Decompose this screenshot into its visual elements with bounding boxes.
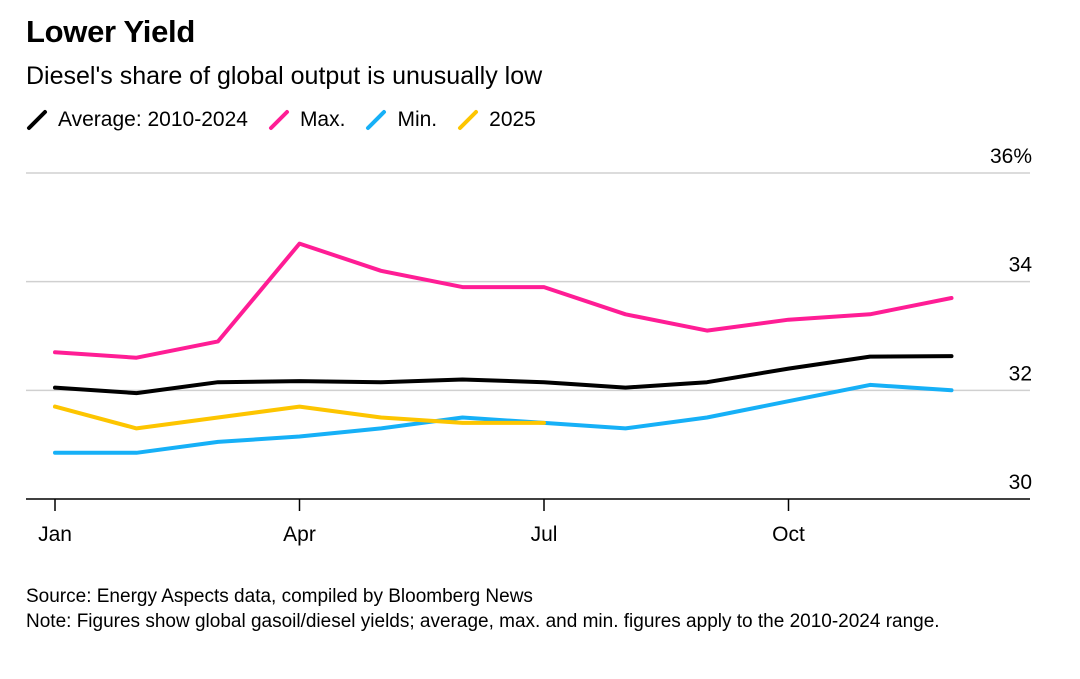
x-tick-label: Apr (283, 523, 316, 546)
legend-label-max: Max. (299, 108, 346, 131)
legend-swatch-max (268, 109, 290, 131)
legend-label-min: Min. (397, 108, 438, 131)
y-tick-label: 36% (990, 145, 1032, 168)
y-tick-label: 34 (1009, 254, 1033, 277)
series-line-2025 (53, 404, 546, 431)
y-tick-label: 30 (1009, 471, 1032, 494)
series-line-max (53, 241, 954, 360)
legend-swatch-min (365, 109, 387, 131)
legend-label-2025: 2025 (489, 108, 536, 131)
series-line-average-2010-2024 (53, 354, 954, 396)
series-line-min (53, 382, 954, 455)
note-text: Note: Figures show global gasoil/diesel … (26, 611, 940, 632)
x-tick-label: Jan (38, 523, 72, 546)
legend: Average: 2010-2024 Max. Min. 2025 (26, 108, 556, 132)
legend-label-average: Average: 2010-2024 (58, 108, 248, 131)
y-tick-label: 32 (1009, 362, 1032, 385)
legend-item-max: Max. (268, 108, 346, 132)
chart-footer: Source: Energy Aspects data, compiled by… (26, 584, 1056, 634)
chart-subtitle: Diesel's share of global output is unusu… (26, 62, 543, 90)
legend-item-min: Min. (365, 108, 437, 132)
legend-item-average: Average: 2010-2024 (26, 108, 248, 132)
legend-swatch-average (26, 109, 48, 131)
source-text: Source: Energy Aspects data, compiled by… (26, 586, 533, 607)
x-tick-label: Oct (772, 523, 805, 546)
legend-item-2025: 2025 (457, 108, 536, 132)
x-tick-label: Jul (531, 523, 558, 546)
legend-swatch-2025 (457, 109, 479, 131)
chart-title: Lower Yield (26, 14, 195, 49)
